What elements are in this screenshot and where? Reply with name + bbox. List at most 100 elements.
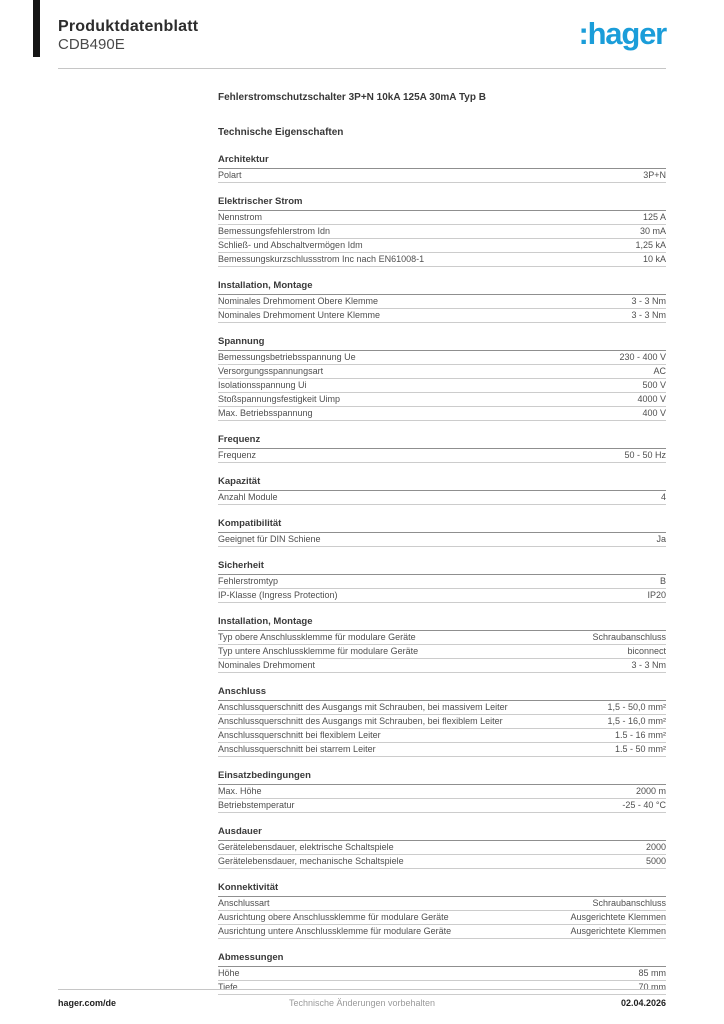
spec-label: Nominales Drehmoment Untere Klemme: [218, 310, 381, 320]
spec-section: Installation, Montage Nominales Drehmomen…: [218, 281, 666, 323]
section-heading: Spannung: [218, 337, 666, 351]
spec-row: Nominales Drehmoment Untere Klemme 3 - 3 …: [218, 309, 666, 323]
spec-row: Nominales Drehmoment 3 - 3 Nm: [218, 659, 666, 673]
spec-value: 70 mm: [638, 982, 666, 992]
spec-value: 230 - 400 V: [619, 352, 666, 362]
spec-label: Tiefe: [218, 982, 238, 992]
spec-row: Höhe 85 mm: [218, 967, 666, 981]
header-divider: [58, 68, 666, 69]
spec-section: Spannung Bemessungsbetriebsspannung Ue 230…: [218, 337, 666, 421]
footer-date: 02.04.2026: [620, 998, 666, 1008]
spec-label: Anschlussquerschnitt bei flexiblem Leite…: [218, 730, 381, 740]
spec-section: Elektrischer Strom Nennstrom 125 A Bemessun…: [218, 197, 666, 267]
spec-row: Tiefe 70 mm: [218, 981, 666, 995]
section-heading: Anschluss: [218, 687, 666, 701]
spec-label: Betriebstemperatur: [218, 800, 295, 810]
spec-section: Einsatzbedingungen Max. Höhe 2000 m Betrieb…: [218, 771, 666, 813]
spec-label: Nominales Drehmoment: [218, 660, 316, 670]
spec-section: Installation, Montage Typ obere Anschluss…: [218, 617, 666, 673]
spec-value: 3 - 3 Nm: [631, 296, 666, 306]
spec-value: 85 mm: [638, 968, 666, 978]
section-heading: Elektrischer Strom: [218, 197, 666, 211]
spec-row: Geeignet für DIN Schiene Ja: [218, 533, 666, 547]
spec-row: Stoßspannungsfestigkeit Uimp 4000 V: [218, 393, 666, 407]
spec-value: Schraubanschluss: [592, 632, 666, 642]
crop-mark: [33, 0, 40, 57]
spec-section: Frequenz Frequenz 50 - 50 Hz: [218, 435, 666, 463]
spec-label: Gerätelebensdauer, mechanische Schaltspi…: [218, 856, 404, 866]
spec-label: Geeignet für DIN Schiene: [218, 534, 321, 544]
product-title: Fehlerstromschutzschalter 3P+N 10kA 125A…: [218, 92, 486, 103]
table-heading: Technische Eigenschaften: [218, 127, 344, 138]
spec-row: Nennstrom 125 A: [218, 211, 666, 225]
section-heading: Ausdauer: [218, 827, 666, 841]
spec-row: Anschlussquerschnitt des Ausgangs mit Sc…: [218, 701, 666, 715]
footer-website: hager.com/de: [58, 998, 117, 1008]
spec-value: 3 - 3 Nm: [631, 310, 666, 320]
spec-label: Gerätelebensdauer, elektrische Schaltspi…: [218, 842, 394, 852]
spec-row: Schließ- und Abschaltvermögen Idm 1,25 kA: [218, 239, 666, 253]
section-heading: Einsatzbedingungen: [218, 771, 666, 785]
spec-value: Schraubanschluss: [592, 898, 666, 908]
spec-row: Bemessungsfehlerstrom Idn 30 mA: [218, 225, 666, 239]
spec-row: Fehlerstromtyp B: [218, 575, 666, 589]
spec-label: Bemessungsbetriebsspannung Ue: [218, 352, 356, 362]
spec-row: Versorgungsspannungsart AC: [218, 365, 666, 379]
section-heading: Sicherheit: [218, 561, 666, 575]
spec-row: Max. Höhe 2000 m: [218, 785, 666, 799]
page-footer: hager.com/de Technische Änderungen vorbe…: [58, 998, 666, 1012]
section-heading: Kompatibilität: [218, 519, 666, 533]
spec-value: 2000 m: [635, 786, 666, 796]
spec-row: Frequenz 50 - 50 Hz: [218, 449, 666, 463]
footer-notice: Technische Änderungen vorbehalten: [288, 998, 436, 1008]
spec-section: Abmessungen Höhe 85 mm Tiefe 70 mm: [218, 953, 666, 995]
spec-label: IP-Klasse (Ingress Protection): [218, 590, 338, 600]
section-heading: Frequenz: [218, 435, 666, 449]
spec-row: Typ obere Anschlussklemme für modulare G…: [218, 631, 666, 645]
spec-row: Bemessungskurzschlussstrom Inc nach EN61…: [218, 253, 666, 267]
spec-label: Nominales Drehmoment Obere Klemme: [218, 296, 379, 306]
spec-row: Polart 3P+N: [218, 169, 666, 183]
spec-value: 1,5 - 50,0 mm²: [607, 702, 666, 712]
spec-row: Anschlussart Schraubanschluss: [218, 897, 666, 911]
spec-value: Ausgerichtete Klemmen: [570, 926, 666, 936]
spec-value: 1.5 - 50 mm²: [614, 744, 666, 754]
spec-content: Fehlerstromschutzschalter 3P+N 10kA 125A…: [218, 92, 666, 995]
spec-label: Anzahl Module: [218, 492, 278, 502]
spec-section: Kompatibilität Geeignet für DIN Schiene Ja: [218, 519, 666, 547]
spec-label: Nennstrom: [218, 212, 263, 222]
spec-value: -25 - 40 °C: [622, 800, 666, 810]
spec-row: Anschlussquerschnitt bei flexiblem Leite…: [218, 729, 666, 743]
spec-section: Konnektivität Anschlussart Schraubanschlus…: [218, 883, 666, 939]
section-heading: Installation, Montage: [218, 617, 666, 631]
spec-label: Isolationsspannung Ui: [218, 380, 307, 390]
section-heading: Architektur: [218, 155, 666, 169]
spec-label: Max. Betriebsspannung: [218, 408, 313, 418]
spec-value: 30 mA: [639, 226, 666, 236]
spec-section: Anschluss Anschlussquerschnitt des Ausgan…: [218, 687, 666, 757]
spec-label: Versorgungsspannungsart: [218, 366, 324, 376]
spec-label: Ausrichtung obere Anschlussklemme für mo…: [218, 912, 449, 922]
spec-row: Ausrichtung obere Anschlussklemme für mo…: [218, 911, 666, 925]
section-heading: Abmessungen: [218, 953, 666, 967]
spec-row: Gerätelebensdauer, elektrische Schaltspi…: [218, 841, 666, 855]
spec-row: Betriebstemperatur -25 - 40 °C: [218, 799, 666, 813]
spec-value: 1,5 - 16,0 mm²: [607, 716, 666, 726]
spec-row: Nominales Drehmoment Obere Klemme 3 - 3 N…: [218, 295, 666, 309]
hager-logo: :hager: [578, 16, 667, 51]
section-heading: Konnektivität: [218, 883, 666, 897]
spec-value: AC: [653, 366, 666, 376]
spec-label: Typ obere Anschlussklemme für modulare G…: [218, 632, 416, 642]
spec-value: 400 V: [642, 408, 666, 418]
spec-sections: Architektur Polart 3P+N Elektrischer Strom N…: [218, 155, 666, 995]
spec-row: Gerätelebensdauer, mechanische Schaltspi…: [218, 855, 666, 869]
spec-label: Bemessungsfehlerstrom Idn: [218, 226, 331, 236]
spec-value: B: [659, 576, 666, 586]
spec-label: Fehlerstromtyp: [218, 576, 279, 586]
spec-label: Typ untere Anschlussklemme für modulare …: [218, 646, 419, 656]
spec-section: Kapazität Anzahl Module 4: [218, 477, 666, 505]
spec-value: 3 - 3 Nm: [631, 660, 666, 670]
spec-value: 500 V: [642, 380, 666, 390]
spec-label: Bemessungskurzschlussstrom Inc nach EN61…: [218, 254, 425, 264]
